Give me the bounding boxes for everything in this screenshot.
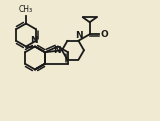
Text: N: N xyxy=(30,36,38,45)
Text: N: N xyxy=(75,31,83,40)
Text: CH₃: CH₃ xyxy=(19,5,33,15)
Text: O: O xyxy=(100,30,108,39)
Text: N: N xyxy=(53,46,60,55)
